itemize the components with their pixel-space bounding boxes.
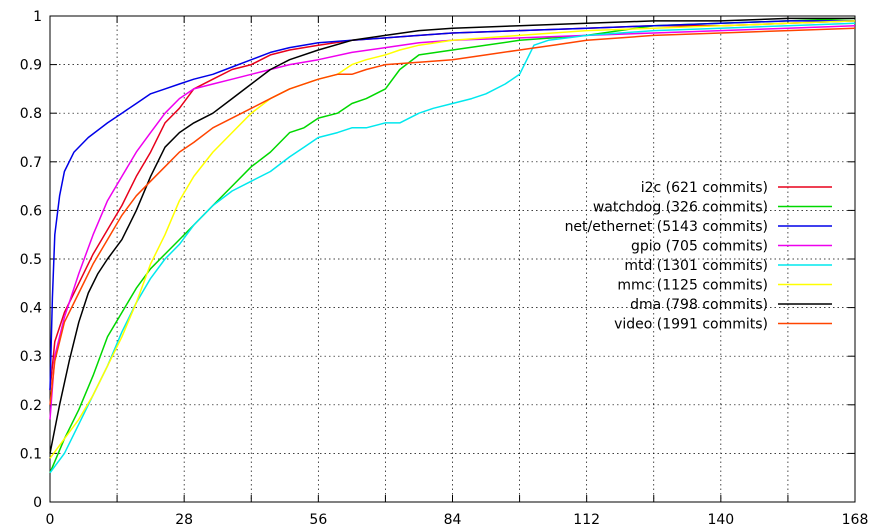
y-tick-label: 0.3 [20,349,42,365]
y-tick-label: 0 [33,495,42,511]
y-tick-label: 0.9 [20,58,42,74]
grid [50,16,855,502]
series-line-video [49,27,856,405]
x-tick-label: 168 [842,512,869,528]
y-tick-label: 0.8 [20,106,42,122]
series-line-dma [49,17,855,454]
x-tick-label: 84 [444,512,462,528]
x-tick-label: 140 [707,512,734,528]
legend: i2c (621 commits) watchdog (326 commits) n… [565,180,832,333]
legend-label: gpio (705 commits) [631,239,768,255]
legend-label: watchdog (326 commits) [593,200,768,216]
series-line-net-ethernet [49,20,855,391]
legend-label: video (1991 commits) [614,317,768,333]
legend-label: dma (798 commits) [630,297,768,313]
y-tick-label: 0.1 [20,446,42,462]
series-line-mtd [49,22,856,474]
y-tick-label: 0.4 [20,301,42,317]
x-tick-label: 0 [46,512,55,528]
y-tick-label: 0.2 [20,398,42,414]
y-tick-label: 1 [33,9,42,25]
series-lines [49,17,856,474]
series-line-gpio [49,24,856,420]
x-tick-label: 28 [175,512,193,528]
y-tick-label: 0.6 [20,203,42,219]
legend-label: i2c (621 commits) [641,180,768,196]
y-tick-label: 0.5 [20,252,42,268]
legend-label: mmc (1125 commits) [617,278,768,294]
legend-label: mtd (1301 commits) [624,258,768,274]
y-tick-label: 0.7 [20,155,42,171]
legend-label: net/ethernet (5143 commits) [565,219,768,235]
axis-ticks: 0 0.1 0.2 0.3 0.4 0.5 0.6 0.7 0.8 0.9 1 0 28 56 84 112 1… [20,9,869,528]
x-tick-label: 56 [309,512,327,528]
x-tick-label: 112 [573,512,600,528]
series-line-watchdog [49,17,856,474]
